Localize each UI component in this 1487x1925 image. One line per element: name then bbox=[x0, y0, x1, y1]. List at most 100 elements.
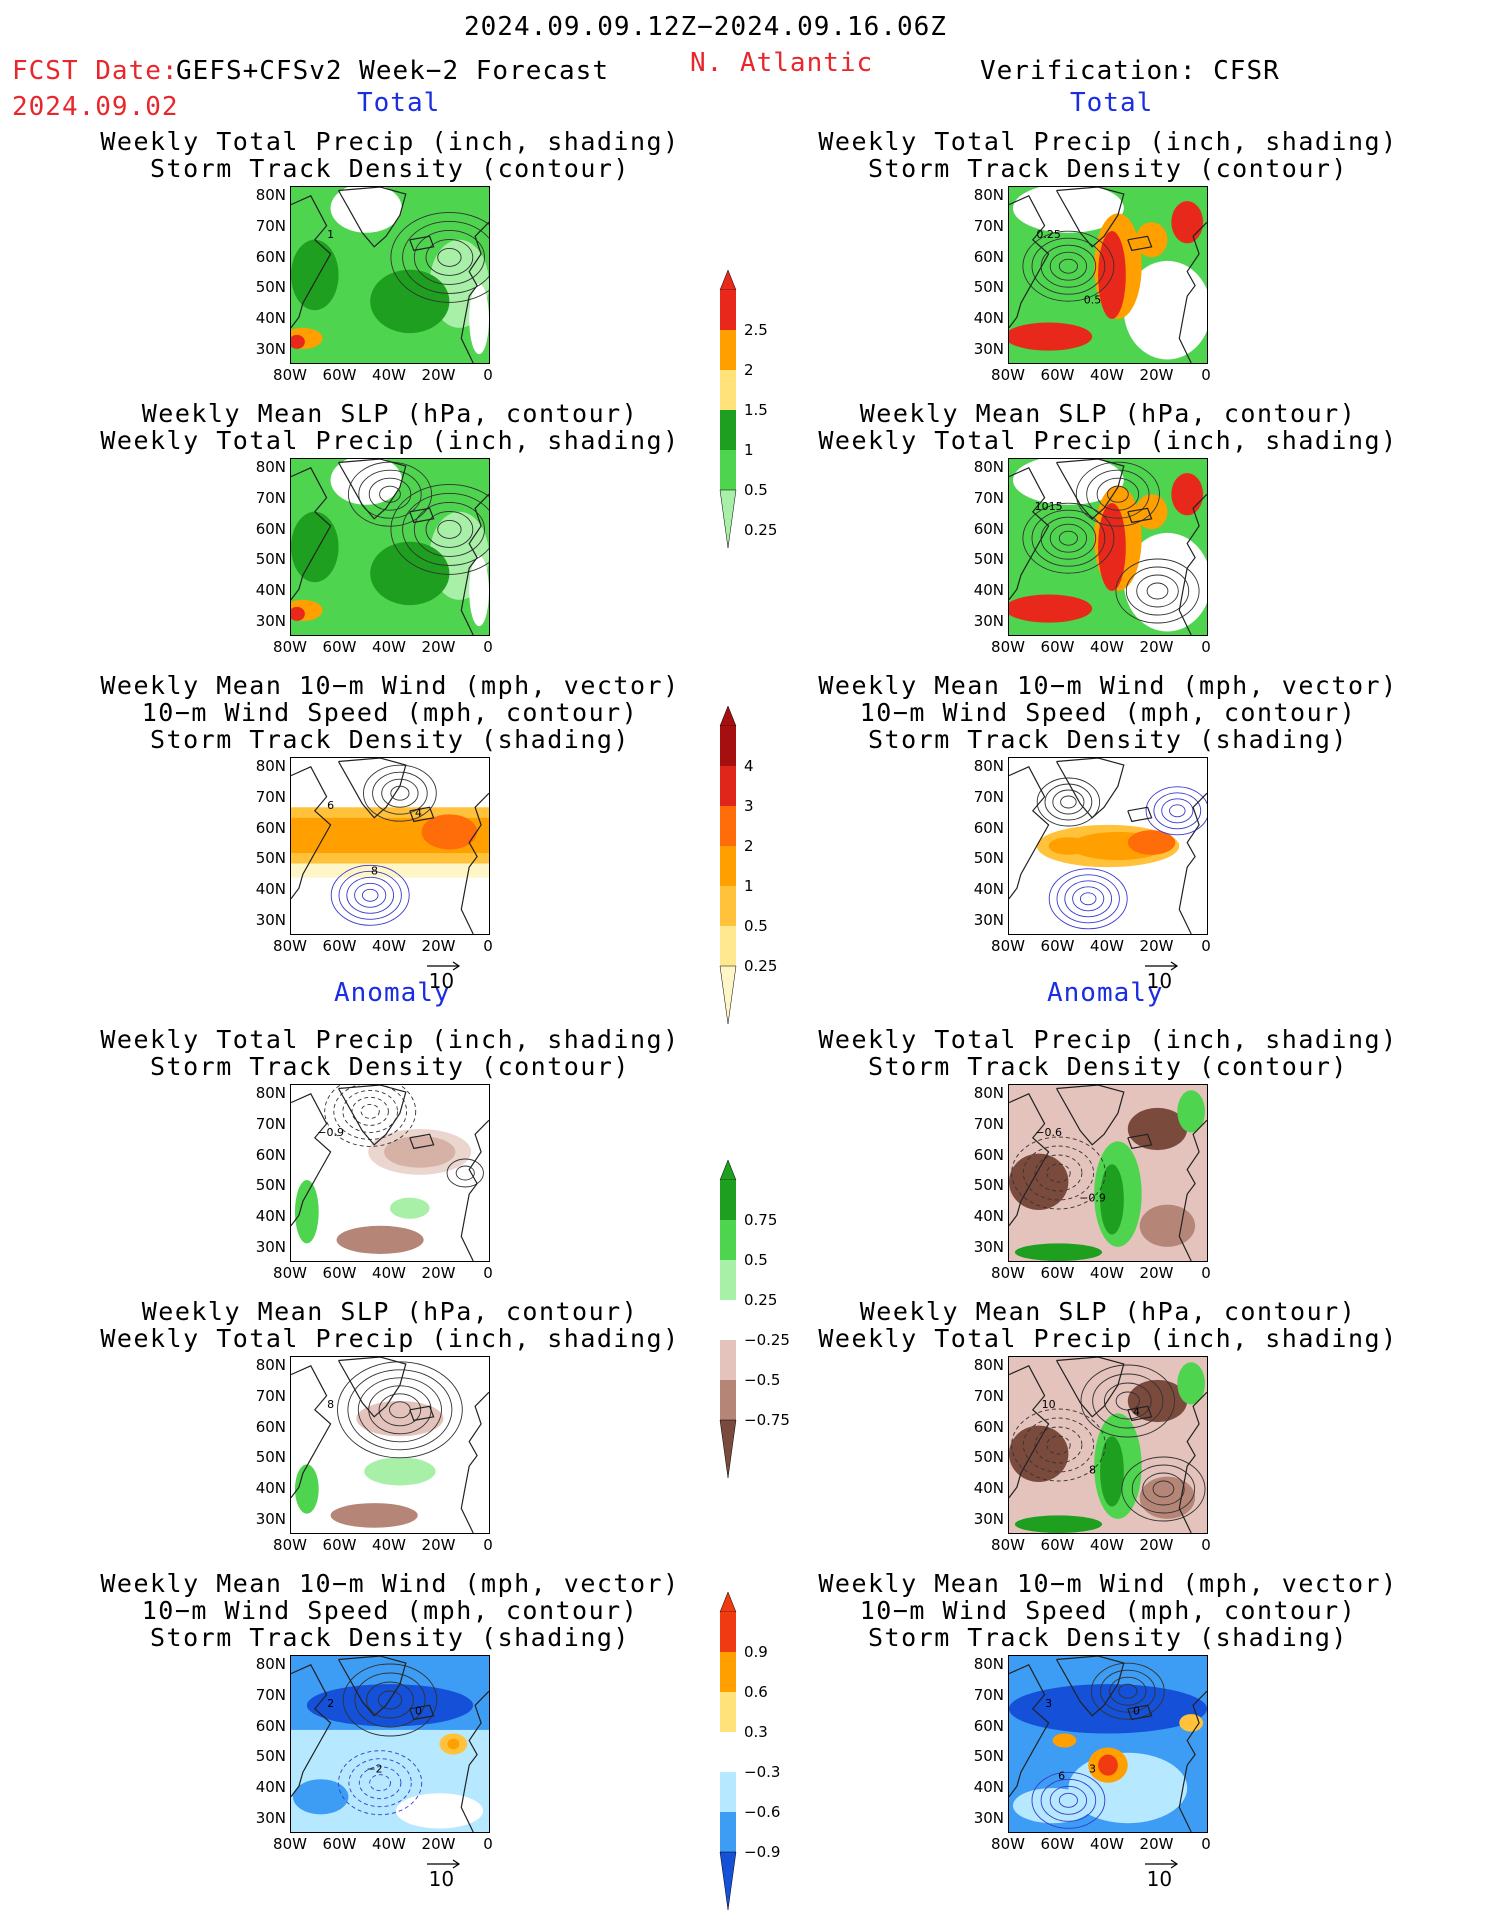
lat-tick: 60N bbox=[255, 247, 286, 266]
vector-reference-arrow bbox=[1144, 961, 1178, 971]
lon-tick: 20W bbox=[1139, 937, 1174, 955]
lat-tick: 40N bbox=[255, 1207, 286, 1226]
vector-reference-arrow bbox=[426, 1859, 460, 1869]
panel-title: Storm Track Density (contour) bbox=[868, 154, 1348, 183]
contour-label: 6 bbox=[1058, 1770, 1065, 1783]
lon-tick: 80W bbox=[273, 366, 307, 384]
fcst-model: GEFS+CFSv2 Week−2 Forecast bbox=[176, 56, 609, 86]
lon-tick: 0 bbox=[483, 638, 493, 656]
lat-tick: 30N bbox=[255, 1809, 286, 1827]
colorbar-label: 0.25 bbox=[744, 521, 778, 539]
colorbar-label: 0.5 bbox=[744, 917, 768, 935]
contour-label: 3 bbox=[1045, 1697, 1052, 1710]
contour-label: 3 bbox=[1089, 1762, 1096, 1775]
colorbar-label: −0.3 bbox=[744, 1763, 781, 1781]
lon-tick: 40W bbox=[1090, 638, 1124, 656]
map-field: 6 8 4 bbox=[291, 758, 489, 934]
map-panel-fc-precip-total: 1 bbox=[290, 186, 490, 364]
colorbar-swatch bbox=[720, 410, 736, 450]
colorbar-label: 0.25 bbox=[744, 1291, 778, 1309]
lat-tick: 60N bbox=[973, 1716, 1004, 1735]
lat-tick: 30N bbox=[255, 911, 286, 929]
verification-label: Verification: CFSR bbox=[980, 56, 1280, 86]
lon-tick: 80W bbox=[273, 1835, 307, 1853]
colorbar-label: 0.9 bbox=[744, 1643, 768, 1661]
lon-tick: 20W bbox=[1139, 1536, 1174, 1554]
lon-tick: 20W bbox=[421, 937, 456, 955]
lon-tick: 40W bbox=[1090, 1536, 1124, 1554]
contour-label: −0.9 bbox=[317, 1126, 344, 1139]
panel-title: Storm Track Density (shading) bbox=[150, 1623, 630, 1652]
contour-label: 2 bbox=[327, 1697, 334, 1710]
map-field: 8 bbox=[291, 1357, 489, 1533]
colorbar-label: 3 bbox=[744, 797, 754, 815]
lon-tick: 40W bbox=[1090, 1835, 1124, 1853]
colorbar-label: −0.6 bbox=[744, 1803, 781, 1821]
contour-label: 4 bbox=[1133, 1405, 1140, 1418]
map-panel-fc-slp-total bbox=[290, 458, 490, 636]
lon-tick: 60W bbox=[322, 638, 357, 656]
lat-tick: 80N bbox=[973, 1655, 1004, 1673]
lon-tick: 0 bbox=[1201, 1536, 1211, 1554]
colorbar-swatch bbox=[720, 450, 736, 490]
fcst-date-label: FCST Date: bbox=[12, 56, 179, 86]
panel-title: Weekly Mean 10−m Wind (mph, vector) bbox=[818, 1569, 1398, 1598]
contour-label: −0.6 bbox=[1035, 1126, 1062, 1139]
colorbar-swatch bbox=[720, 1380, 736, 1420]
lat-tick: 30N bbox=[973, 1238, 1004, 1256]
map-panel-fc-wind-anom: 2 −2 0 bbox=[290, 1655, 490, 1833]
contour-label: 0.5 bbox=[1084, 293, 1102, 306]
lat-tick: 40N bbox=[973, 581, 1004, 600]
panel-title: 10−m Wind Speed (mph, contour) bbox=[141, 1596, 639, 1625]
contour-label: −0.9 bbox=[1079, 1191, 1106, 1204]
vector-reference-arrow bbox=[426, 961, 460, 971]
panel-title: Weekly Total Precip (inch, shading) bbox=[818, 127, 1398, 156]
lon-tick: 20W bbox=[1139, 1835, 1174, 1853]
lat-tick: 60N bbox=[973, 1145, 1004, 1164]
panel-title: Weekly Mean SLP (hPa, contour) bbox=[141, 399, 639, 428]
lon-tick: 60W bbox=[1040, 1264, 1075, 1282]
contour-label: 8 bbox=[1089, 1463, 1096, 1476]
lat-tick: 80N bbox=[255, 1356, 286, 1374]
colorbar-label: 2 bbox=[744, 361, 754, 379]
lon-tick: 40W bbox=[372, 937, 406, 955]
lon-tick: 20W bbox=[421, 1264, 456, 1282]
panel-title: Weekly Total Precip (inch, shading) bbox=[818, 1025, 1398, 1054]
colorbar-label: 0.75 bbox=[744, 1211, 778, 1229]
colorbar-swatch bbox=[720, 926, 736, 966]
map-field: 2 −2 0 bbox=[291, 1656, 489, 1832]
lat-tick: 30N bbox=[973, 911, 1004, 929]
lat-tick: 70N bbox=[255, 488, 286, 507]
panel-title: Weekly Total Precip (inch, shading) bbox=[100, 426, 680, 455]
colorbar-swatch bbox=[720, 1692, 736, 1732]
lon-tick: 0 bbox=[1201, 366, 1211, 384]
colorbar-swatch bbox=[720, 1772, 736, 1812]
lat-tick: 50N bbox=[255, 278, 286, 297]
lon-tick: 80W bbox=[273, 1264, 307, 1282]
section-anomaly-right: Anomaly bbox=[1047, 978, 1164, 1008]
lon-tick: 60W bbox=[1040, 366, 1075, 384]
lat-tick: 50N bbox=[255, 1747, 286, 1766]
lat-tick: 40N bbox=[255, 880, 286, 899]
contour-label: 8 bbox=[371, 864, 378, 877]
lat-tick: 70N bbox=[255, 787, 286, 806]
lat-tick: 30N bbox=[255, 612, 286, 630]
lat-tick: 70N bbox=[255, 1386, 286, 1405]
map-field: 10 8 4 bbox=[1009, 1357, 1207, 1533]
lat-tick: 70N bbox=[973, 488, 1004, 507]
colorbar-label: 1.5 bbox=[744, 401, 768, 419]
lat-tick: 50N bbox=[973, 1448, 1004, 1467]
panel-title: Weekly Total Precip (inch, shading) bbox=[818, 426, 1398, 455]
vector-reference-label: 10 bbox=[1146, 969, 1173, 993]
vector-reference-label: 10 bbox=[428, 969, 455, 993]
lon-tick: 40W bbox=[372, 1264, 406, 1282]
lon-tick: 80W bbox=[991, 937, 1025, 955]
panel-title: Weekly Total Precip (inch, shading) bbox=[100, 1324, 680, 1353]
panel-title: Storm Track Density (shading) bbox=[868, 725, 1348, 754]
contour-label: 0.25 bbox=[1036, 228, 1061, 241]
panel-title: Storm Track Density (contour) bbox=[150, 154, 630, 183]
panel-title: Weekly Total Precip (inch, shading) bbox=[100, 127, 680, 156]
panel-title: 10−m Wind Speed (mph, contour) bbox=[141, 698, 639, 727]
colorbar-label: 0.25 bbox=[744, 957, 778, 975]
fcst-date: 2024.09.02 bbox=[12, 92, 179, 122]
